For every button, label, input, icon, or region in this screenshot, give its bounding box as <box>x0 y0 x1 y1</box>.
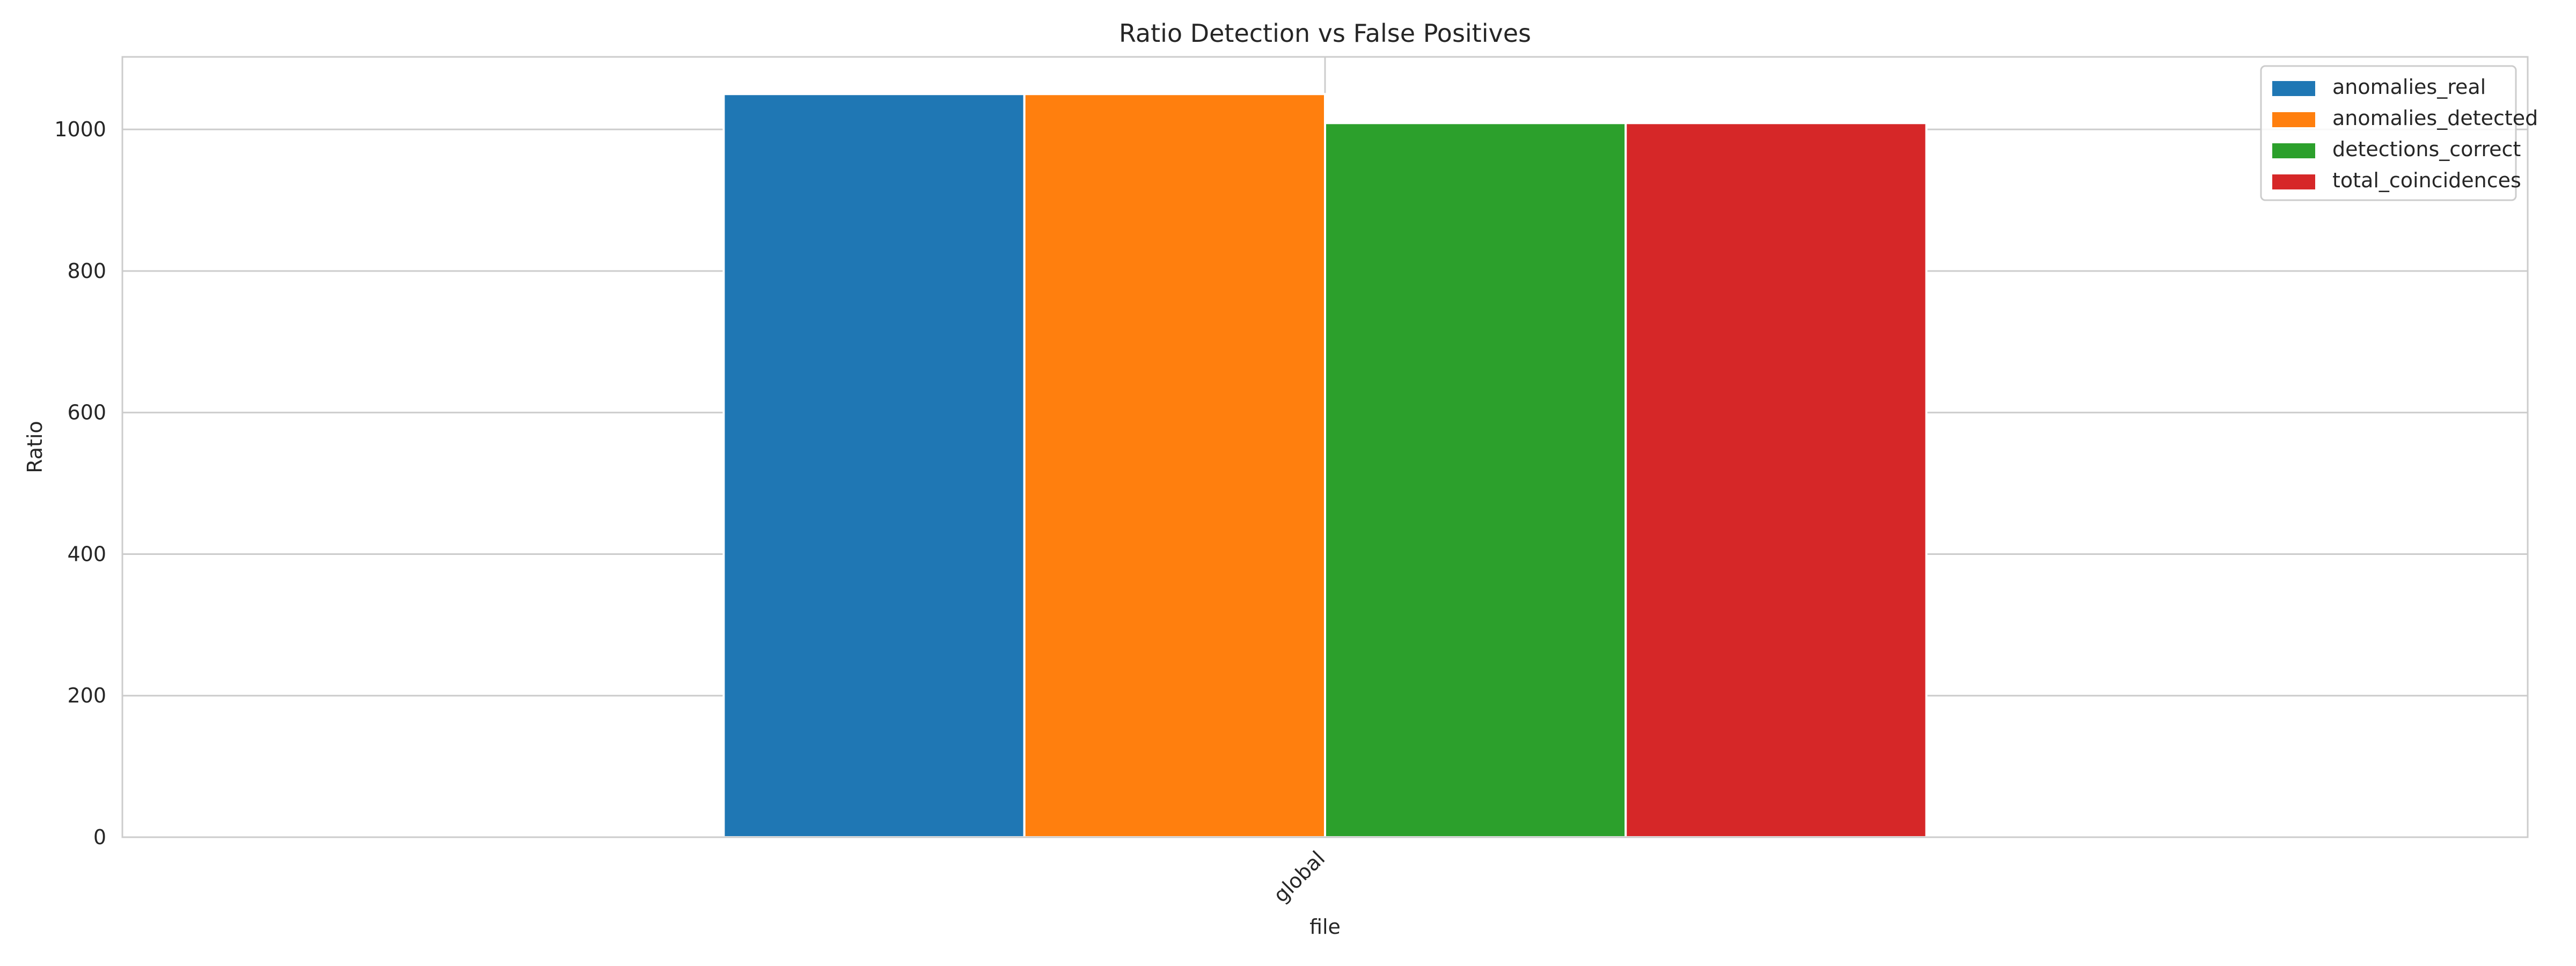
y-tick-label: 0 <box>93 825 106 849</box>
y-tick-labels: 0 200 400 600 800 1000 <box>54 118 106 849</box>
legend-label-detections-correct: detections_correct <box>2332 137 2521 161</box>
y-tick-label: 600 <box>67 401 106 425</box>
legend-label-anomalies-real: anomalies_real <box>2332 75 2486 99</box>
plot-frame <box>121 56 2529 838</box>
bar-anomalies-real <box>722 93 1026 839</box>
y-axis-label: Ratio <box>23 421 47 473</box>
bar-total-coincidences <box>1624 122 1928 839</box>
legend: anomalies_real anomalies_detected detectio… <box>2260 65 2538 201</box>
y-tick-label: 1000 <box>54 118 106 141</box>
legend-box <box>2260 65 2517 201</box>
legend-swatch-total-coincidences <box>2272 174 2315 189</box>
bar-anomalies-detected <box>1023 93 1326 839</box>
legend-swatch-anomalies-real <box>2272 81 2315 96</box>
x-axis-label: file <box>1309 915 1341 939</box>
y-tick-label: 800 <box>67 259 106 283</box>
legend-swatch-detections-correct <box>2272 143 2315 158</box>
legend-label-total-coincidences: total_coincidences <box>2332 169 2521 192</box>
legend-swatch-anomalies-detected <box>2272 112 2315 127</box>
bars <box>722 93 1928 839</box>
legend-label-anomalies-detected: anomalies_detected <box>2332 106 2538 130</box>
y-tick-label: 200 <box>67 684 106 707</box>
y-tick-label: 400 <box>67 542 106 566</box>
chart-title: Ratio Detection vs False Positives <box>1119 19 1531 48</box>
bar-detections-correct <box>1324 122 1627 839</box>
